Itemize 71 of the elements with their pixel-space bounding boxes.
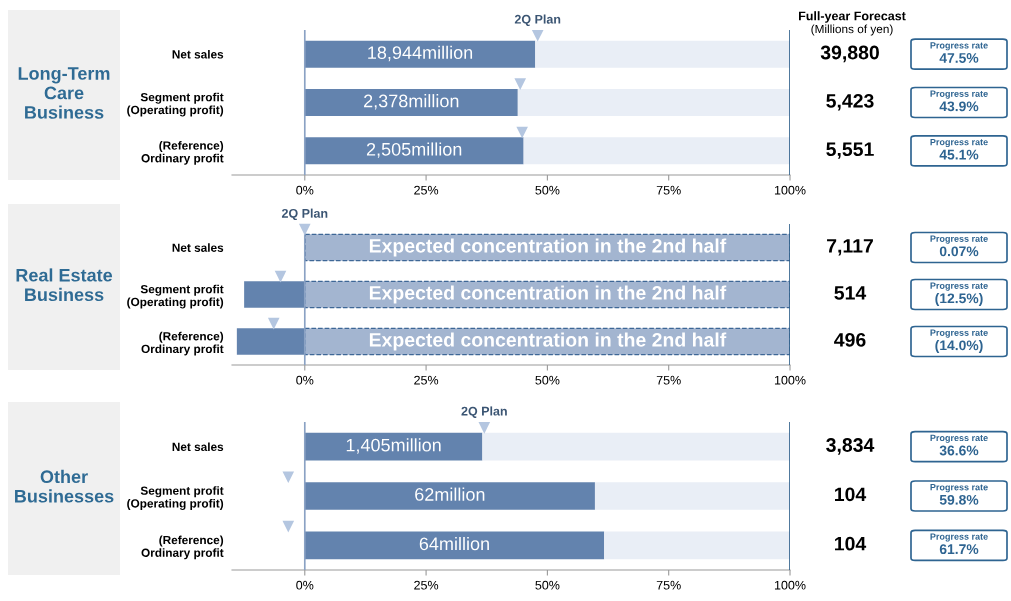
bar xyxy=(304,40,536,68)
text: 3,834 xyxy=(826,438,875,455)
text: Long-Term Care Business xyxy=(18,67,110,119)
x-tick-label: 0% xyxy=(296,580,314,590)
text: Other Businesses xyxy=(15,469,114,503)
bar xyxy=(304,531,605,560)
x-tick-label: 25% xyxy=(414,185,439,195)
annotation: 18,944million xyxy=(368,45,473,62)
x-tick-label: 75% xyxy=(656,375,681,385)
annotation: Expected concentration in the 2nd half xyxy=(369,332,727,351)
bar xyxy=(535,40,790,68)
text: Progress rate 47.5% xyxy=(930,42,988,63)
text: 7,117 xyxy=(827,239,873,256)
series-label: 2Q Plan xyxy=(514,14,561,26)
annotation: 2,505million xyxy=(366,142,462,158)
x-tick-label: 25% xyxy=(414,375,439,385)
y-tick-label: Segment profit (Operating profit) xyxy=(127,92,224,117)
x-tick-label: 50% xyxy=(535,580,560,590)
bar xyxy=(523,137,790,165)
bar xyxy=(604,531,790,560)
text: Full-year Forecast xyxy=(799,11,906,23)
annotation: Expected concentration in the 2nd half xyxy=(369,285,727,304)
x-tick-label: 50% xyxy=(535,185,560,195)
x-tick-label: 0% xyxy=(296,375,314,385)
text: Real Estate Business xyxy=(16,268,113,302)
y-tick-label: Net sales xyxy=(172,243,224,252)
y-tick-label: (Reference) Ordinary profit xyxy=(141,535,224,560)
y-tick-label: (Reference) Ordinary profit xyxy=(141,331,224,356)
text: Progress rate 43.9% xyxy=(930,90,988,112)
text: 5,423 xyxy=(826,93,874,111)
annotation: Expected concentration in the 2nd half xyxy=(369,238,727,257)
x-tick-label: 100% xyxy=(774,185,806,195)
text: 39,880 xyxy=(820,45,879,63)
x-tick-label: 100% xyxy=(774,580,806,590)
bar xyxy=(304,137,524,165)
text: 104 xyxy=(835,487,867,502)
y-tick-label: Segment profit (Operating profit) xyxy=(127,486,224,511)
x-tick-label: 0% xyxy=(296,185,314,195)
bar xyxy=(482,432,790,461)
x-tick-label: 25% xyxy=(414,580,439,590)
x-tick-label: 75% xyxy=(656,580,681,590)
text: Progress rate 61.7% xyxy=(930,533,988,555)
series-label: 2Q Plan xyxy=(281,208,328,221)
y-tick-label: Net sales xyxy=(172,442,224,452)
annotation: 2,378million xyxy=(364,94,459,110)
text: 5,551 xyxy=(826,142,874,159)
text: Progress rate 45.1% xyxy=(930,138,988,160)
text: 514 xyxy=(834,286,867,300)
text: (Millions of yen) xyxy=(811,24,893,36)
annotation: 62million xyxy=(415,487,485,501)
bar xyxy=(304,88,518,117)
annotation: 1,405million xyxy=(346,438,441,454)
annotation: 64million xyxy=(419,536,489,551)
text: Progress rate 36.6% xyxy=(930,434,988,456)
series-label: 2Q Plan xyxy=(461,406,507,418)
text: 104 xyxy=(835,536,867,551)
x-tick-label: 50% xyxy=(535,375,560,385)
bar xyxy=(304,482,595,510)
text: 496 xyxy=(834,332,866,347)
bar xyxy=(594,482,790,510)
text: Progress rate (14.0%) xyxy=(930,329,988,353)
text: Progress rate (12.5%) xyxy=(930,282,988,306)
y-tick-label: (Reference) Ordinary profit xyxy=(141,141,224,165)
text: Progress rate 0.07% xyxy=(930,235,988,257)
bar xyxy=(304,432,483,461)
y-tick-label: Segment profit (Operating profit) xyxy=(127,284,224,309)
x-tick-label: 75% xyxy=(656,185,681,195)
text: Progress rate 59.8% xyxy=(930,484,988,505)
x-tick-label: 100% xyxy=(774,375,806,385)
y-tick-label: Net sales xyxy=(172,49,224,59)
bar xyxy=(517,88,790,117)
